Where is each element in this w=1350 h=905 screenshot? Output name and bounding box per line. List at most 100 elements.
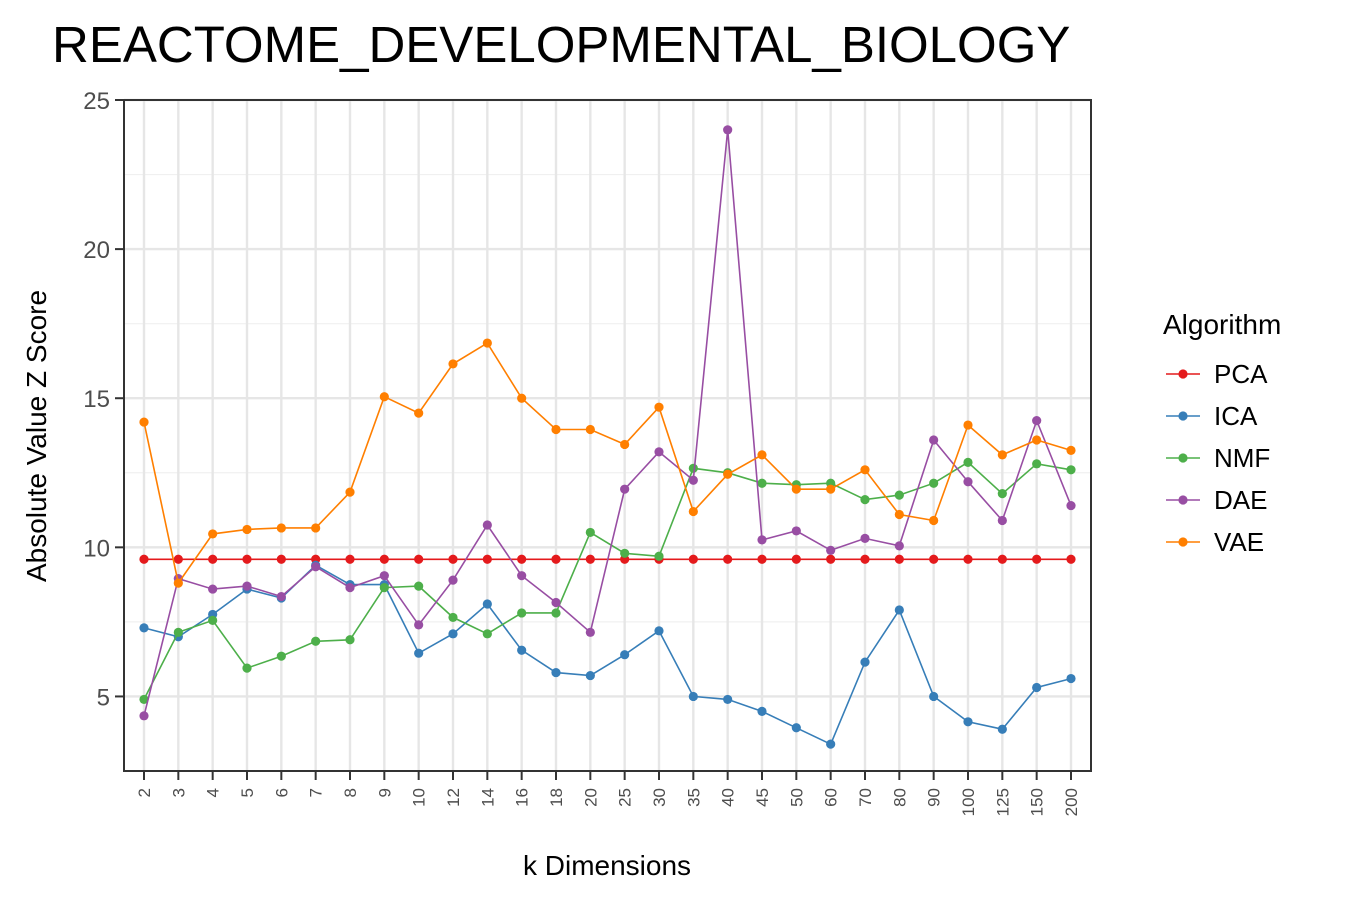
data-point-dae bbox=[551, 597, 561, 608]
data-point-dae bbox=[826, 545, 836, 555]
data-point-dae bbox=[448, 575, 458, 585]
data-point-vae bbox=[517, 393, 527, 403]
x-tick-label: 5 bbox=[238, 788, 257, 797]
data-point-pca bbox=[173, 554, 183, 564]
data-point-pca bbox=[1066, 554, 1076, 564]
x-tick-label: 18 bbox=[547, 788, 566, 807]
data-point-nmf bbox=[276, 651, 286, 661]
data-point-vae bbox=[208, 529, 218, 539]
legend-label: PCA bbox=[1214, 359, 1268, 389]
data-point-nmf bbox=[654, 551, 664, 561]
data-point-ica bbox=[757, 706, 767, 716]
series-line-vae bbox=[143, 342, 1072, 586]
grid-layer bbox=[124, 98, 1091, 772]
data-point-nmf bbox=[414, 581, 424, 591]
data-point-vae bbox=[997, 450, 1007, 460]
data-point-pca bbox=[723, 554, 733, 564]
data-point-nmf bbox=[242, 663, 252, 673]
data-point-nmf bbox=[894, 490, 904, 500]
data-point-nmf bbox=[139, 694, 149, 705]
data-point-nmf bbox=[311, 636, 321, 646]
x-tick-label: 16 bbox=[513, 788, 532, 807]
data-point-pca bbox=[276, 554, 286, 564]
data-point-pca bbox=[929, 554, 939, 564]
x-tick-label: 35 bbox=[684, 788, 703, 807]
data-point-ica bbox=[963, 717, 973, 727]
legend-key-point bbox=[1178, 453, 1188, 463]
data-point-pca bbox=[517, 554, 527, 564]
data-point-pca bbox=[757, 554, 767, 564]
series-dae bbox=[139, 125, 1076, 721]
data-point-ica bbox=[139, 623, 149, 633]
x-tick-label: 90 bbox=[925, 788, 944, 807]
data-point-ica bbox=[1066, 673, 1076, 684]
data-point-vae bbox=[448, 359, 458, 369]
data-point-ica bbox=[448, 629, 458, 639]
legend-key-point bbox=[1178, 537, 1188, 547]
data-point-dae bbox=[585, 627, 595, 637]
x-tick-label: 100 bbox=[959, 788, 978, 816]
data-point-pca bbox=[997, 554, 1007, 564]
legend-item-vae: VAE bbox=[1166, 527, 1264, 557]
data-point-vae bbox=[757, 450, 767, 460]
data-point-vae bbox=[791, 484, 801, 494]
y-tick-label: 5 bbox=[97, 684, 110, 711]
data-point-ica bbox=[414, 648, 424, 658]
data-point-vae bbox=[482, 338, 492, 348]
legend-item-ica: ICA bbox=[1166, 401, 1258, 431]
data-point-ica bbox=[791, 723, 801, 733]
x-tick-label: 80 bbox=[890, 788, 909, 807]
data-point-vae bbox=[620, 439, 630, 450]
data-point-vae bbox=[276, 523, 286, 533]
x-tick-label: 10 bbox=[410, 788, 429, 807]
data-point-ica bbox=[894, 605, 904, 615]
data-point-ica bbox=[551, 667, 561, 678]
x-tick-label: 30 bbox=[650, 788, 669, 807]
x-axis-label: k Dimensions bbox=[523, 850, 691, 881]
data-point-ica bbox=[585, 670, 595, 681]
y-tick-label: 25 bbox=[83, 88, 110, 115]
series-line-dae bbox=[143, 129, 1072, 716]
data-point-dae bbox=[345, 582, 355, 593]
data-point-dae bbox=[1032, 415, 1042, 426]
x-tick-label: 200 bbox=[1062, 788, 1081, 816]
data-point-nmf bbox=[208, 615, 218, 625]
data-point-dae bbox=[517, 571, 527, 581]
legend-item-pca: PCA bbox=[1166, 359, 1268, 389]
data-point-dae bbox=[276, 591, 286, 602]
data-point-vae bbox=[585, 424, 595, 435]
x-tick-label: 50 bbox=[787, 788, 806, 807]
data-point-ica bbox=[860, 657, 870, 667]
data-point-dae bbox=[208, 584, 218, 594]
data-point-ica bbox=[654, 626, 664, 636]
data-point-dae bbox=[379, 571, 389, 581]
data-point-dae bbox=[791, 526, 801, 536]
data-point-nmf bbox=[173, 627, 183, 637]
x-tick-label: 12 bbox=[444, 788, 463, 807]
x-tick-label: 9 bbox=[375, 788, 394, 797]
data-point-ica bbox=[482, 599, 492, 609]
data-point-nmf bbox=[379, 582, 389, 593]
legend-label: DAE bbox=[1214, 485, 1267, 515]
data-point-nmf bbox=[963, 457, 973, 467]
data-point-pca bbox=[791, 554, 801, 564]
chart-title: REACTOME_DEVELOPMENTAL_BIOLOGY bbox=[52, 16, 1070, 73]
series-nmf bbox=[139, 457, 1076, 705]
data-point-vae bbox=[311, 523, 321, 533]
data-point-vae bbox=[826, 484, 836, 494]
data-point-dae bbox=[997, 515, 1007, 526]
data-point-ica bbox=[723, 694, 733, 705]
data-point-dae bbox=[620, 484, 630, 494]
data-point-ica bbox=[929, 691, 939, 702]
data-point-pca bbox=[414, 554, 424, 564]
x-tick-label: 40 bbox=[719, 788, 738, 807]
data-point-ica bbox=[997, 724, 1007, 734]
data-point-dae bbox=[482, 520, 492, 530]
data-point-dae bbox=[894, 541, 904, 551]
data-point-vae bbox=[551, 424, 561, 435]
y-tick-label: 20 bbox=[83, 237, 110, 264]
data-point-pca bbox=[139, 554, 149, 564]
x-tick-label: 7 bbox=[307, 788, 326, 797]
data-point-nmf bbox=[997, 489, 1007, 499]
